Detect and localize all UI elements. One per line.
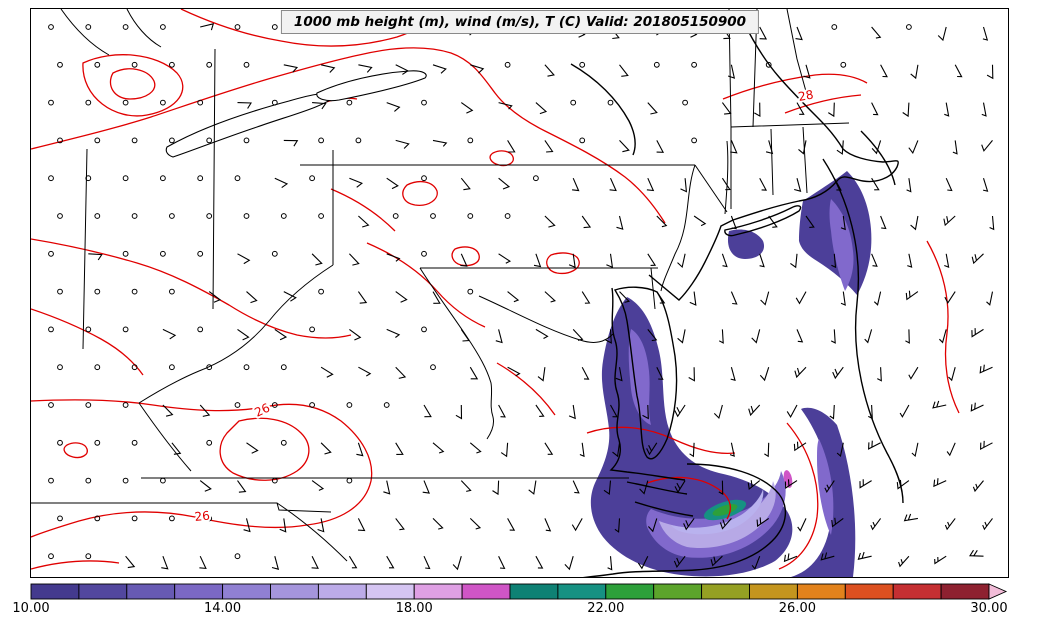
contour-labels: 28 26 26 (192, 86, 817, 526)
contour-label-26b: 26 (194, 508, 211, 524)
plot-title: 1000 mb height (m), wind (m/s), T (C) Va… (293, 14, 747, 30)
colorbar-tick-label: 10.00 (12, 601, 50, 616)
colorbar-tick-label: 14.00 (203, 601, 242, 616)
colorbar-tick-label: 30.00 (970, 601, 1008, 616)
colorbar-tick-label: 18.00 (395, 601, 433, 616)
map-canvas: 28 26 26 (31, 9, 995, 577)
height-contours (570, 63, 904, 504)
colorbar-tick-label: 22.00 (587, 601, 625, 616)
contour-label-26: 26 (252, 401, 272, 420)
contour-label-28: 28 (797, 88, 814, 104)
shading-layer (590, 171, 872, 577)
wind-barbs-layer (48, 23, 995, 571)
plot-title-box: 1000 mb height (m), wind (m/s), T (C) Va… (280, 10, 760, 34)
map-frame: 28 26 26 (30, 8, 1009, 578)
colorbar-overflow-arrow (988, 583, 1008, 600)
colorbar-tick-label: 26.00 (778, 601, 816, 616)
temperature-contours (31, 9, 960, 570)
colorbar (30, 583, 1008, 600)
